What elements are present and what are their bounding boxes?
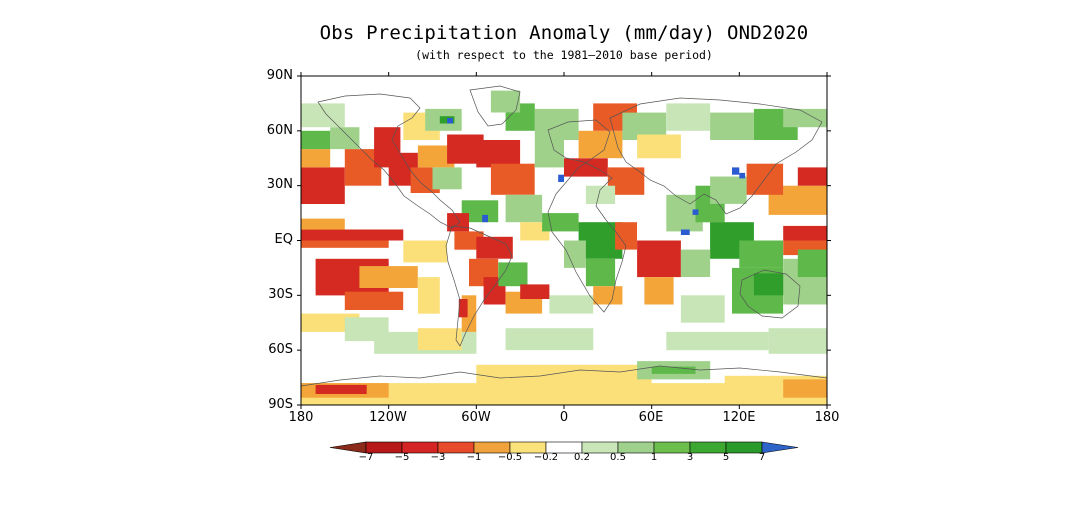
anomaly-cell bbox=[585, 185, 616, 204]
anomaly-cell bbox=[301, 149, 331, 168]
anomaly-cell bbox=[542, 213, 579, 232]
anomaly-cell bbox=[666, 331, 769, 351]
anomaly-cell bbox=[666, 103, 711, 131]
anomaly-cell bbox=[301, 130, 331, 150]
anomaly-cell bbox=[359, 266, 418, 288]
anomaly-cell bbox=[578, 130, 623, 159]
colorbar-right-arrow bbox=[761, 441, 799, 454]
anomaly-cell bbox=[651, 366, 696, 374]
lon-label-120e: 120E bbox=[722, 410, 756, 425]
anomaly-cell bbox=[710, 176, 747, 204]
colorbar-label: −0.2 bbox=[533, 452, 559, 463]
anomaly-cell bbox=[739, 240, 784, 268]
anomaly-cell bbox=[637, 240, 681, 278]
anomaly-cell bbox=[710, 112, 754, 140]
colorbar-label: 5 bbox=[722, 452, 730, 463]
lat-label-eq: EQ bbox=[274, 232, 293, 247]
anomaly-cell bbox=[753, 273, 791, 296]
anomaly-cell bbox=[476, 236, 513, 259]
anomaly-cell bbox=[301, 240, 389, 248]
anomaly-cell bbox=[549, 295, 594, 314]
anomaly-cell bbox=[505, 328, 594, 351]
lon-label-60w: 60W bbox=[461, 410, 491, 425]
extreme-wet-cell bbox=[732, 167, 740, 175]
anomaly-cell bbox=[476, 364, 652, 405]
lat-label-60s: 60S bbox=[268, 342, 293, 357]
anomaly-cell bbox=[644, 277, 674, 305]
lon-label-0: 0 bbox=[559, 410, 569, 425]
anomaly-cells bbox=[301, 90, 827, 405]
anomaly-cell bbox=[505, 194, 543, 223]
colorbar-label: −7 bbox=[358, 452, 374, 463]
anomaly-cell bbox=[301, 229, 404, 241]
anomaly-cell bbox=[564, 158, 608, 177]
extreme-wet-cell bbox=[482, 214, 488, 223]
anomaly-cell bbox=[585, 258, 616, 287]
anomaly-cell bbox=[417, 277, 440, 314]
lon-label-180e: 180 bbox=[814, 410, 840, 425]
anomaly-cell bbox=[301, 167, 345, 204]
anomaly-cell bbox=[680, 249, 711, 277]
anomaly-cell bbox=[461, 200, 499, 223]
chart-title: Obs Precipitation Anomaly (mm/day) OND20… bbox=[319, 22, 809, 44]
lon-label-120w: 120W bbox=[369, 410, 407, 425]
lon-label-60e: 60E bbox=[638, 410, 664, 425]
coastlines bbox=[301, 85, 827, 387]
anomaly-cell bbox=[432, 167, 462, 190]
anomaly-cell bbox=[680, 295, 725, 323]
extreme-wet-cell bbox=[447, 118, 453, 124]
colorbar-label: 0.5 bbox=[610, 452, 626, 463]
colorbar-label: 7 bbox=[758, 452, 766, 463]
axis-ticks bbox=[297, 72, 831, 409]
colorbar-label: 3 bbox=[686, 452, 694, 463]
colorbar-label: −1 bbox=[466, 452, 482, 463]
anomaly-cell bbox=[498, 262, 528, 287]
anomaly-cell bbox=[783, 108, 827, 128]
lon-label-180w: 180 bbox=[288, 410, 314, 425]
lat-label-60n: 60N bbox=[266, 123, 293, 138]
anomaly-cell bbox=[637, 134, 681, 159]
anomaly-cell bbox=[615, 222, 637, 250]
extreme-wet-cell bbox=[558, 174, 564, 182]
anomaly-cell bbox=[768, 328, 827, 354]
lat-label-30s: 30S bbox=[268, 287, 293, 302]
anomaly-cell bbox=[315, 384, 367, 394]
anomaly-cell bbox=[403, 240, 448, 263]
anomaly-cell bbox=[330, 127, 360, 150]
anomaly-cell bbox=[301, 103, 345, 128]
anomaly-cell bbox=[564, 240, 586, 268]
anomaly-cell bbox=[490, 163, 535, 195]
anomaly-cell bbox=[458, 299, 468, 318]
anomaly-cell bbox=[593, 286, 623, 305]
anomaly-cell bbox=[301, 218, 345, 230]
anomaly-cell bbox=[783, 225, 827, 241]
lat-label-90n: 90N bbox=[266, 68, 293, 83]
chart-subtitle: (with respect to the 1981–2010 base peri… bbox=[415, 48, 713, 62]
anomaly-cell bbox=[476, 140, 521, 168]
extreme-wet-cell bbox=[680, 229, 690, 235]
extreme-wet-cell bbox=[692, 209, 699, 215]
anomaly-cell bbox=[783, 379, 827, 398]
anomaly-cell bbox=[797, 249, 827, 277]
extreme-wet-cell bbox=[739, 172, 746, 179]
colorbar bbox=[329, 441, 799, 454]
anomaly-cell bbox=[520, 284, 550, 299]
lat-label-30n: 30N bbox=[266, 177, 293, 192]
anomaly-cell bbox=[417, 328, 462, 351]
colorbar-label: −5 bbox=[394, 452, 410, 463]
lat-label-90s: 90S bbox=[268, 397, 293, 412]
colorbar-label: 1 bbox=[650, 452, 658, 463]
anomaly-cell bbox=[534, 108, 579, 140]
anomaly-cell bbox=[447, 213, 469, 232]
anomaly-cell bbox=[439, 116, 455, 124]
anomaly-cell bbox=[344, 317, 389, 342]
colorbar-label: −3 bbox=[430, 452, 446, 463]
anomaly-cell bbox=[344, 291, 404, 310]
anomaly-cell bbox=[797, 167, 827, 186]
anomaly-cell bbox=[490, 90, 521, 113]
anomaly-cell bbox=[417, 145, 455, 168]
colorbar-label: −0.5 bbox=[497, 452, 523, 463]
colorbar-label: 0.2 bbox=[574, 452, 590, 463]
